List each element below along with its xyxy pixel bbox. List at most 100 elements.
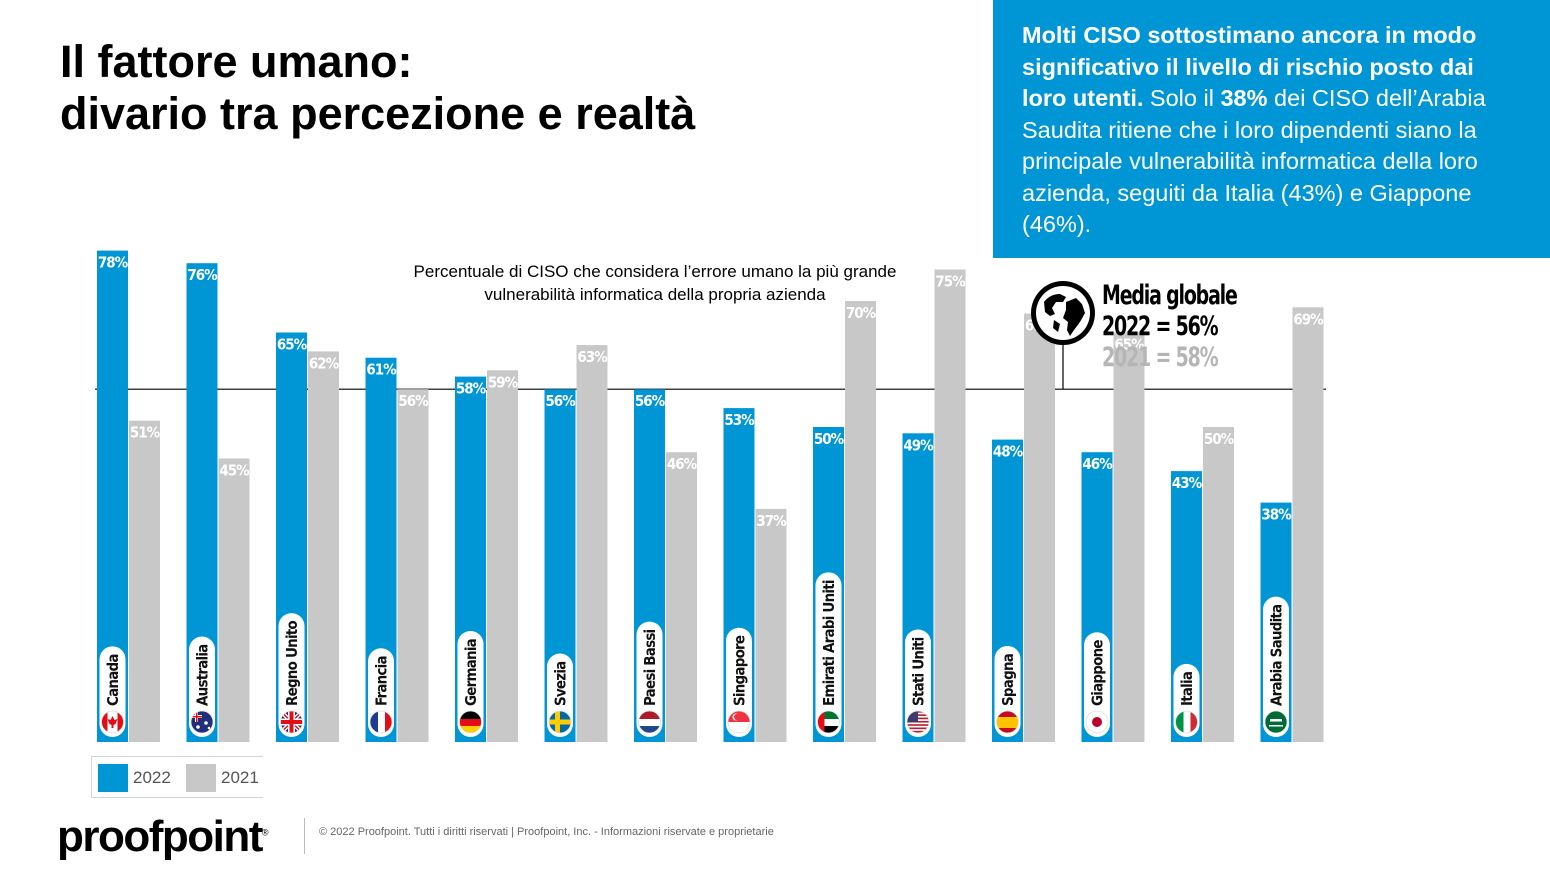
category-label: Canada bbox=[104, 654, 122, 706]
category-group: 76% 45% Australia bbox=[186, 263, 251, 742]
bar-2021 bbox=[845, 301, 876, 742]
callout-bold-pct: 38% bbox=[1220, 85, 1268, 111]
value-label-2022: 38% bbox=[1261, 506, 1292, 524]
callout-text-2: dei CISO dell’Arabia Saudita ritiene che… bbox=[1022, 85, 1486, 237]
usa-flag-icon bbox=[906, 710, 930, 734]
value-label-2022: 46% bbox=[1082, 455, 1113, 473]
category-label: Regno Unito bbox=[283, 621, 301, 706]
category-label: Svezia bbox=[552, 661, 570, 706]
category-label: Francia bbox=[373, 656, 391, 706]
canada-flag-icon bbox=[101, 710, 124, 734]
category-group: 38% 69% Arabia Saudita bbox=[1260, 307, 1325, 742]
category-pill bbox=[278, 613, 305, 737]
bar-2021 bbox=[397, 389, 429, 742]
category-group: 53% 37% Singapore bbox=[723, 408, 788, 742]
singapore-flag-icon bbox=[727, 710, 751, 734]
value-label-2022: 76% bbox=[187, 266, 218, 284]
chart-subtitle: Percentuale di CISO che considera l’erro… bbox=[340, 260, 970, 306]
value-label-2021: 50% bbox=[1204, 430, 1235, 448]
category-pill bbox=[1084, 632, 1110, 737]
value-label-2021: 51% bbox=[130, 424, 161, 442]
category-group: 78% 51% Canada bbox=[97, 250, 162, 742]
value-label-2022: 56% bbox=[635, 392, 666, 410]
japan-flag-icon bbox=[1085, 710, 1109, 734]
category-pill bbox=[726, 627, 752, 737]
category-group: 65%62% Regno Unito bbox=[276, 332, 341, 742]
value-label-2021: 65% bbox=[1114, 336, 1145, 354]
value-label-2021: 59% bbox=[488, 373, 519, 391]
bar-2021 bbox=[576, 345, 608, 742]
bar-2021 bbox=[129, 420, 160, 742]
page-title: Il fattore umano: divario tra percezione… bbox=[60, 36, 695, 140]
category-group: 56% 63% Svezia bbox=[544, 345, 609, 742]
page-title-line1: Il fattore umano: bbox=[60, 36, 413, 87]
value-label-2022: 43% bbox=[1172, 474, 1203, 492]
media-globale-2021: 2021 = 58% bbox=[1102, 342, 1219, 373]
category-label: Stati Uniti bbox=[910, 637, 928, 706]
proofpoint-logo: proofpoint® bbox=[57, 812, 269, 862]
legend-label-2022: 2022 bbox=[133, 768, 171, 787]
category-group: 49% 75% Stati Uniti bbox=[902, 269, 967, 742]
bar-2021 bbox=[487, 370, 518, 742]
category-label: Giappone bbox=[1089, 640, 1107, 706]
logo-text: proofpoint bbox=[57, 812, 263, 861]
value-label-2021: 69% bbox=[1293, 310, 1324, 328]
footer-divider bbox=[304, 818, 305, 854]
saudi-arabia-flag-icon bbox=[1264, 710, 1288, 734]
globe-icon bbox=[1031, 281, 1095, 345]
category-pill bbox=[905, 629, 931, 737]
category-group: 61%56% Francia bbox=[365, 357, 430, 742]
germany-flag-icon bbox=[459, 710, 482, 734]
legend-swatch-2021 bbox=[186, 764, 216, 792]
category-label: Australia bbox=[194, 644, 212, 706]
category-group: 46% 65% Giappone bbox=[1081, 332, 1146, 742]
value-label-2022: 53% bbox=[724, 411, 755, 429]
value-label-2021: 75% bbox=[935, 273, 966, 291]
legend-swatch-2022 bbox=[98, 764, 128, 792]
value-label-2021: 45% bbox=[219, 462, 250, 480]
netherlands-flag-icon bbox=[638, 710, 661, 734]
bar-2021 bbox=[308, 351, 339, 742]
media-globale-2022: 2022 = 56% bbox=[1102, 311, 1219, 342]
value-label-2021: 70% bbox=[846, 304, 877, 322]
legend-label-2021: 2021 bbox=[221, 768, 259, 787]
category-pill bbox=[457, 631, 484, 737]
bar-2021 bbox=[1203, 427, 1234, 742]
category-label: Spagna bbox=[999, 653, 1017, 706]
category-label: Germania bbox=[462, 638, 480, 706]
value-label-2022: 58% bbox=[456, 380, 487, 398]
category-label: Emirati Arabi Uniti bbox=[820, 580, 838, 706]
category-label: Paesi Bassi bbox=[641, 629, 659, 706]
spain-flag-icon bbox=[996, 710, 1019, 734]
category-group: 43% 50% Italia bbox=[1171, 427, 1236, 742]
value-label-2022: 48% bbox=[993, 443, 1024, 461]
chart-subtitle-line1: Percentuale di CISO che considera l’erro… bbox=[413, 262, 897, 281]
bar-2021 bbox=[1113, 332, 1145, 742]
australia-flag-icon bbox=[190, 710, 214, 734]
value-label-2022: 49% bbox=[903, 436, 934, 454]
value-label-2022: 65% bbox=[277, 336, 308, 354]
category-label: Italia bbox=[1178, 671, 1196, 706]
media-globale-label: Media globale bbox=[1102, 280, 1238, 311]
callout-box: Molti CISO sottostimano ancora in modo s… bbox=[993, 0, 1550, 258]
bar-2021 bbox=[1024, 313, 1055, 742]
value-label-2022: 56% bbox=[545, 392, 576, 410]
category-group: 56% 46% Paesi Bassi bbox=[634, 389, 699, 742]
media-globale: Media globale 2022 = 56% 2021 = 58% bbox=[1102, 280, 1238, 373]
category-pill bbox=[636, 621, 663, 737]
footer-text: © 2022 Proofpoint. Tutti i diritti riser… bbox=[319, 826, 774, 838]
callout-text-1: Solo il bbox=[1143, 85, 1221, 111]
category-group: 50% 70% Emirati Arabi Uniti bbox=[813, 301, 878, 742]
category-label: Arabia Saudita bbox=[1268, 604, 1286, 706]
callout-bold-text: Molti CISO sottostimano ancora in modo s… bbox=[1022, 22, 1477, 111]
chart-legend: 2022 2021 bbox=[91, 756, 263, 798]
logo-registered-mark: ® bbox=[261, 827, 269, 838]
sweden-flag-icon bbox=[548, 710, 572, 734]
value-label-2021: 63% bbox=[577, 348, 608, 366]
bar-2021 bbox=[755, 508, 787, 742]
uk-flag-icon bbox=[280, 710, 303, 734]
category-pill bbox=[1263, 596, 1289, 737]
bar-2021 bbox=[934, 269, 966, 742]
chart-subtitle-line2: vulnerabilità informatica della propria … bbox=[484, 285, 826, 304]
